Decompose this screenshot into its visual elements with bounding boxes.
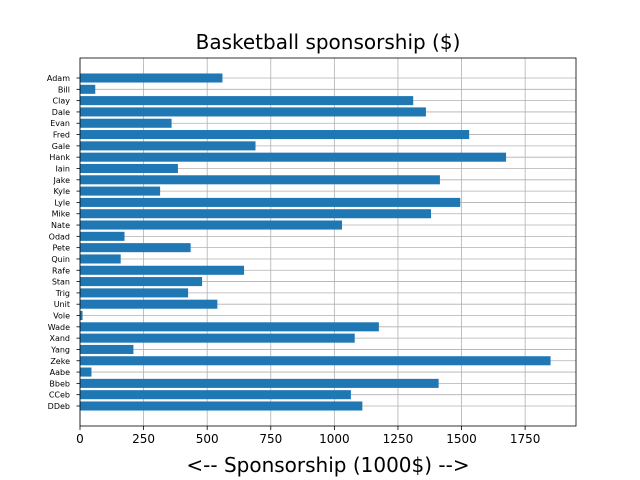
bar-wade (80, 322, 379, 332)
y-tick-label: Hank (49, 153, 70, 162)
bar-adam (80, 73, 223, 83)
x-tick-label: 0 (76, 432, 84, 446)
bars (80, 73, 551, 411)
bar-pete (80, 243, 191, 253)
y-axis-ticks: Adam Bill Clay Dale Evan Fred Gale Hank Iain Jake… (47, 74, 80, 411)
y-tick-label: Wade (48, 323, 70, 332)
bar-mike (80, 209, 432, 219)
x-axis-label: <-- Sponsorship (1000$) --> (186, 453, 469, 477)
y-tick-label: Bill (58, 85, 70, 94)
y-tick-label: Unit (54, 300, 70, 309)
bar-odad (80, 231, 125, 241)
x-tick-label: 750 (259, 432, 282, 446)
y-tick-label: Fred (53, 131, 70, 140)
x-tick-label: 1500 (446, 432, 477, 446)
bar-aabe (80, 367, 92, 377)
bar-vole (80, 310, 83, 321)
y-tick-label: Quin (51, 255, 70, 264)
bar-hank (80, 152, 507, 162)
y-tick-label: Mike (52, 210, 70, 219)
bar-zeke (80, 356, 551, 366)
bar-bill (80, 84, 96, 94)
y-tick-label: Nate (51, 221, 70, 230)
y-tick-label: Rafe (52, 266, 70, 275)
y-tick-label: Gale (52, 142, 70, 151)
bar-iain (80, 163, 178, 174)
bar-jake (80, 175, 440, 185)
bar-gale (80, 141, 256, 151)
y-tick-label: Aabe (50, 368, 70, 377)
y-tick-label: Bbeb (49, 379, 70, 388)
y-tick-label: Xand (49, 334, 70, 343)
y-tick-label: Trig (55, 289, 70, 298)
y-tick-label: Zeke (50, 357, 70, 366)
bar-lyle (80, 197, 461, 207)
bar-quin (80, 254, 121, 264)
y-tick-label: Dale (52, 108, 70, 117)
y-tick-label: CCeb (49, 391, 70, 400)
x-tick-label: 1750 (510, 432, 541, 446)
bar-trig (80, 288, 189, 298)
bar-yang (80, 344, 134, 354)
y-tick-label: Pete (52, 244, 70, 253)
y-tick-label: Evan (50, 119, 70, 128)
bar-kyle (80, 186, 161, 196)
x-tick-label: 1250 (383, 432, 414, 446)
bar-dale (80, 107, 426, 117)
y-tick-label: Kyle (53, 187, 70, 196)
bar-evan (80, 118, 172, 128)
y-tick-label: Odad (49, 232, 70, 241)
x-axis-ticks: 0 250 500 750 1000 1250 1500 1750 (76, 426, 540, 446)
y-tick-label: Vole (53, 312, 70, 321)
y-tick-label: DDeb (48, 402, 70, 411)
bar-rafe (80, 265, 245, 275)
y-tick-label: Adam (47, 74, 70, 83)
bar-fred (80, 130, 470, 140)
bar-bbeb (80, 378, 439, 388)
plot-frame (79, 57, 577, 427)
x-tick-label: 500 (196, 432, 219, 446)
y-tick-label: Jake (52, 176, 70, 185)
y-tick-label: Clay (53, 97, 71, 106)
bar-unit (80, 299, 218, 309)
bar-ddeb (80, 401, 363, 411)
bar-xand (80, 333, 355, 343)
x-tick-label: 1000 (319, 432, 350, 446)
chart-title: Basketball sponsorship ($) (196, 30, 461, 54)
y-tick-label: Stan (52, 278, 70, 287)
bar-cceb (80, 390, 351, 400)
y-tick-label: Lyle (54, 198, 70, 207)
x-tick-label: 250 (132, 432, 155, 446)
bar-clay (80, 96, 414, 106)
y-tick-label: Iain (55, 164, 70, 173)
y-tick-label: Yang (50, 345, 70, 354)
bar-nate (80, 220, 342, 230)
bar-stan (80, 277, 203, 287)
